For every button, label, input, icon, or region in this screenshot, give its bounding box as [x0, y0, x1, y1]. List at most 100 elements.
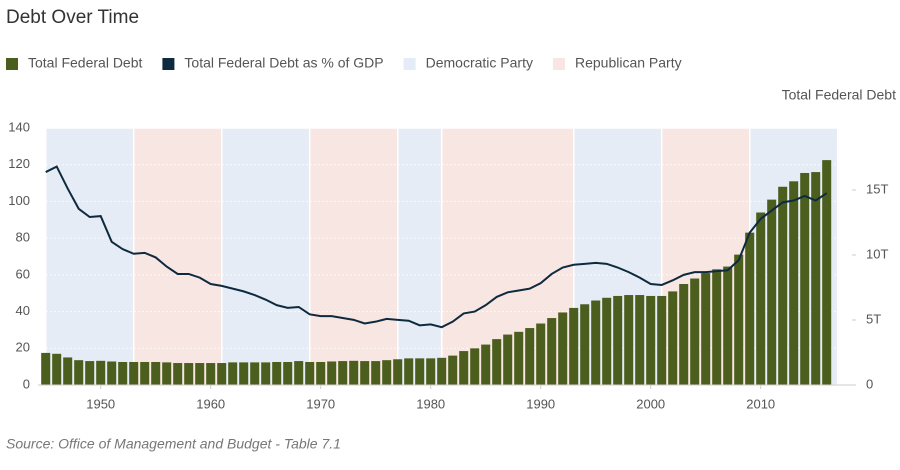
bar	[723, 266, 733, 385]
bar	[448, 355, 458, 385]
bar	[195, 363, 205, 385]
bar	[415, 358, 425, 385]
bar	[52, 353, 62, 385]
axes: 0 20 40 60 80 100 120 140 0 5T 10T 15T 1950 1960 1970 1…	[8, 119, 888, 411]
bar	[459, 351, 469, 385]
party-band	[308, 128, 399, 385]
bar	[140, 361, 150, 385]
y2-axis-title: Total Federal Debt	[782, 87, 897, 103]
bar	[118, 361, 128, 385]
legend: Total Federal Debt Total Federal Debt as …	[6, 55, 682, 71]
bar	[525, 328, 535, 385]
chart-title: Debt Over Time	[6, 7, 139, 28]
x-tick-label: 1980	[416, 396, 445, 411]
y-tick-label: 60	[16, 266, 30, 281]
bar	[712, 269, 722, 385]
y-tick-label: 100	[8, 193, 30, 208]
bar	[734, 254, 744, 385]
bar	[316, 361, 326, 385]
bar	[701, 273, 711, 385]
bar	[184, 363, 194, 385]
bar	[470, 348, 480, 385]
bar	[327, 361, 337, 385]
bar	[778, 186, 788, 385]
bar	[646, 295, 656, 385]
bar	[85, 361, 95, 385]
bar	[349, 360, 359, 385]
bar	[437, 357, 447, 385]
x-tick-label: 2010	[746, 396, 775, 411]
party-band	[132, 128, 223, 385]
bar	[547, 318, 557, 385]
bar	[393, 359, 403, 385]
y2-tick-label: 0	[866, 376, 873, 391]
bar	[580, 304, 590, 385]
party-band	[220, 128, 311, 385]
bar	[382, 360, 392, 385]
bar	[767, 199, 777, 385]
bar	[492, 339, 502, 385]
bar	[635, 295, 645, 385]
bar	[745, 232, 755, 385]
bar	[800, 172, 810, 385]
x-tick-label: 1990	[526, 396, 555, 411]
y2-tick-label: 5T	[866, 311, 881, 326]
legend-label: Total Federal Debt	[28, 55, 143, 71]
bar	[206, 363, 216, 385]
legend-swatch	[162, 58, 175, 70]
bar	[272, 361, 282, 385]
bar	[96, 360, 106, 385]
bar	[426, 358, 436, 385]
bar	[151, 361, 161, 385]
bar	[41, 352, 51, 385]
bar	[360, 361, 370, 385]
legend-swatch	[403, 58, 416, 70]
bar	[250, 362, 260, 385]
y-tick-label: 80	[16, 230, 30, 245]
bar	[602, 297, 612, 385]
y-tick-label: 40	[16, 303, 30, 318]
party-band	[396, 128, 443, 385]
bar	[261, 362, 271, 385]
bar	[679, 283, 689, 385]
y-tick-label: 0	[23, 376, 30, 391]
bar	[294, 361, 304, 385]
bar	[107, 361, 117, 385]
x-tick-label: 1950	[86, 396, 115, 411]
bar	[228, 362, 238, 385]
legend-label: Republican Party	[575, 55, 682, 71]
bar	[536, 323, 546, 385]
bar	[239, 362, 249, 385]
y2-tick-label: 15T	[866, 181, 888, 196]
bar	[624, 295, 634, 385]
legend-label: Total Federal Debt as % of GDP	[184, 55, 383, 71]
bar	[668, 291, 678, 385]
y2-tick-label: 10T	[866, 246, 888, 261]
bar	[789, 181, 799, 385]
bar	[63, 357, 73, 385]
bar	[338, 361, 348, 385]
x-tick-label: 2000	[636, 396, 665, 411]
bar	[811, 172, 821, 385]
bar	[404, 358, 414, 385]
bar	[129, 361, 139, 385]
x-tick-label: 1960	[196, 396, 225, 411]
bar	[558, 312, 568, 385]
y-tick-label: 20	[16, 340, 30, 355]
bar	[217, 363, 227, 385]
line	[45, 165, 828, 329]
bar	[613, 295, 623, 385]
bar	[305, 361, 315, 385]
bar	[591, 300, 601, 385]
marks	[41, 160, 832, 385]
legend-swatch	[552, 58, 565, 70]
y-tick-label: 140	[8, 119, 30, 134]
source: Source: Office of Management and Budget …	[6, 436, 341, 452]
bar	[283, 361, 293, 385]
bar	[74, 360, 84, 385]
bar	[503, 334, 513, 385]
bar	[162, 362, 172, 385]
bar	[173, 363, 183, 385]
legend-label: Democratic Party	[426, 55, 533, 71]
